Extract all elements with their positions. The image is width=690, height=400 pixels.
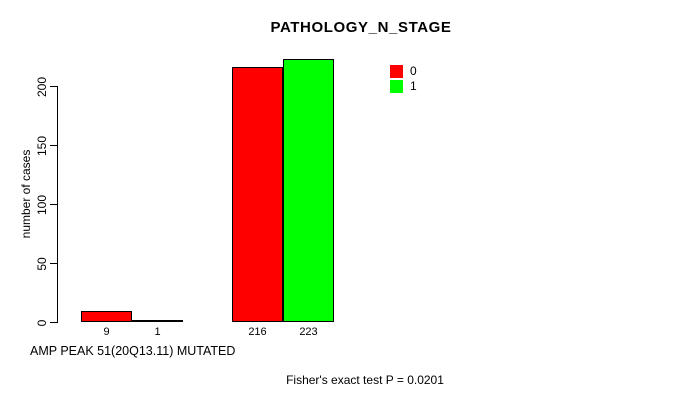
- bar-series-1-group-0: [132, 320, 183, 322]
- y-tick: [50, 263, 57, 264]
- bar-value-label: 216: [248, 326, 267, 338]
- bar-series-0-group-1: [232, 67, 283, 322]
- legend-label: 1: [410, 79, 417, 93]
- legend-label: 0: [410, 64, 417, 78]
- legend-swatch-icon: [390, 65, 403, 78]
- y-tick: [50, 145, 57, 146]
- stat-annotation: Fisher's exact test P = 0.0201: [286, 373, 444, 387]
- y-tick-label: 0: [35, 319, 49, 326]
- bar-value-label: 223: [299, 326, 318, 338]
- bar-series-0-group-0: [81, 311, 132, 322]
- bar-value-label: 9: [103, 326, 110, 338]
- y-tick: [50, 322, 57, 323]
- x-axis-title: AMP PEAK 51(20Q13.11) MUTATED: [30, 344, 236, 358]
- bar-value-label: 1: [154, 326, 161, 338]
- bar-series-1-group-1: [283, 58, 334, 322]
- legend-entry-0: 0: [390, 64, 417, 79]
- y-tick-label: 200: [35, 76, 49, 97]
- legend-swatch-icon: [390, 80, 403, 93]
- y-axis-line: [57, 86, 58, 323]
- y-tick: [50, 204, 57, 205]
- y-axis-title: number of cases: [19, 149, 33, 239]
- chart-title: PATHOLOGY_N_STAGE: [270, 19, 452, 36]
- y-tick-label: 150: [35, 135, 49, 156]
- y-tick-label: 100: [35, 194, 49, 215]
- legend-entry-1: 1: [390, 79, 417, 94]
- y-tick: [50, 86, 57, 87]
- y-tick-label: 50: [35, 256, 49, 271]
